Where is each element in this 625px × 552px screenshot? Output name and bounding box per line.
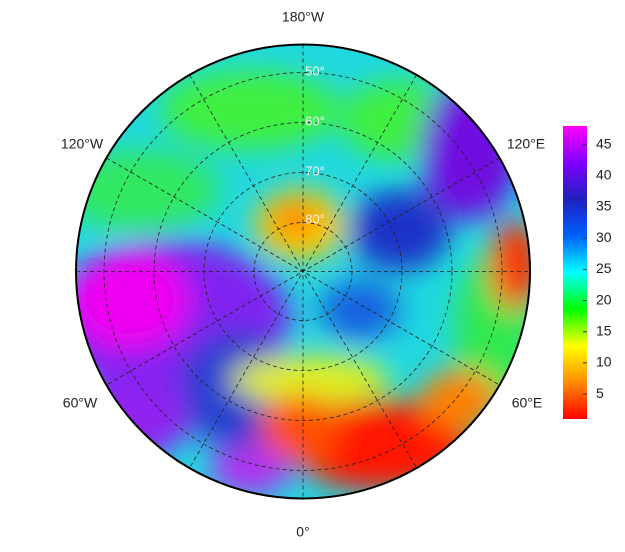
longitude-label: 120°E bbox=[507, 136, 545, 152]
longitude-label: 180°W bbox=[282, 9, 325, 25]
colorbar-tick-label: 5 bbox=[596, 385, 604, 401]
latitude-label: 80° bbox=[305, 211, 325, 226]
latitude-label: 60° bbox=[305, 113, 325, 128]
longitude-label: 120°W bbox=[61, 136, 104, 152]
latitude-label: 50° bbox=[305, 63, 325, 78]
colorbar-tick-label: 45 bbox=[596, 135, 612, 151]
colorbar-tick-label: 35 bbox=[596, 198, 612, 214]
longitude-label: 60°E bbox=[512, 395, 543, 411]
map-border bbox=[75, 43, 531, 500]
longitude-label: 60°W bbox=[63, 395, 98, 411]
colorbar bbox=[563, 126, 587, 419]
colorbar-tick-label: 10 bbox=[596, 354, 612, 370]
field bbox=[76, 44, 530, 499]
colorbar-tick-label: 15 bbox=[596, 322, 612, 338]
meridian bbox=[106, 157, 500, 386]
colorbar-tick-label: 30 bbox=[596, 229, 612, 245]
latitude-label: 70° bbox=[305, 163, 325, 178]
graticule bbox=[76, 44, 530, 499]
colorbar-tick-label: 20 bbox=[596, 291, 612, 307]
colorbar-tick-label: 40 bbox=[596, 167, 612, 183]
colorbar-tick-label: 25 bbox=[596, 260, 612, 276]
longitude-label: 0° bbox=[296, 524, 309, 540]
